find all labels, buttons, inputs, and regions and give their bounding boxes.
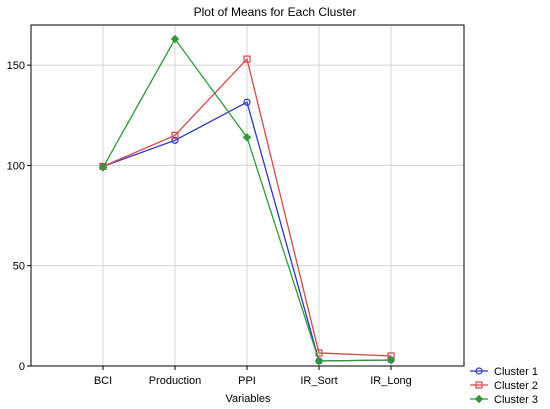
- y-tick-label: 100: [7, 160, 25, 172]
- y-tick-label: 150: [7, 60, 25, 72]
- x-axis: BCI Production PPI IR_Sort IR_Long: [94, 366, 412, 387]
- chart-title: Plot of Means for Each Cluster: [194, 5, 357, 19]
- data-point: [314, 356, 324, 366]
- legend-label: Cluster 1: [494, 366, 538, 378]
- legend: Cluster 1 Cluster 2 Cluster 3: [470, 366, 538, 406]
- y-axis: 0 50 100 150: [7, 60, 31, 373]
- data-point: [171, 136, 179, 144]
- data-point: [243, 55, 251, 63]
- grid-lines: [31, 25, 464, 366]
- legend-item-3: Cluster 3: [470, 394, 538, 406]
- data-point: [98, 163, 108, 172]
- data-point: [171, 131, 179, 139]
- data-point: [386, 355, 396, 365]
- x-tick-label: IR_Long: [370, 375, 412, 387]
- series-line: [102, 57, 392, 357]
- data-point: [475, 367, 483, 375]
- y-tick-label: 50: [13, 261, 25, 273]
- x-tick-label: PPI: [238, 375, 256, 387]
- x-axis-label: Variables: [225, 393, 271, 405]
- y-tick-label: 0: [19, 361, 25, 373]
- data-point: [474, 394, 484, 404]
- x-tick-label: IR_Sort: [300, 375, 337, 387]
- legend-label: Cluster 2: [494, 380, 538, 392]
- data-point: [475, 381, 483, 389]
- series-group: [98, 34, 396, 366]
- data-point: [170, 34, 180, 44]
- series-3: [98, 34, 396, 366]
- x-tick-label: Production: [149, 375, 202, 387]
- data-point: [243, 98, 251, 106]
- legend-item-1: Cluster 1: [470, 366, 538, 378]
- legend-item-2: Cluster 2: [470, 380, 538, 392]
- x-tick-label: BCI: [94, 375, 112, 387]
- legend-label: Cluster 3: [494, 394, 538, 406]
- data-point: [242, 133, 252, 142]
